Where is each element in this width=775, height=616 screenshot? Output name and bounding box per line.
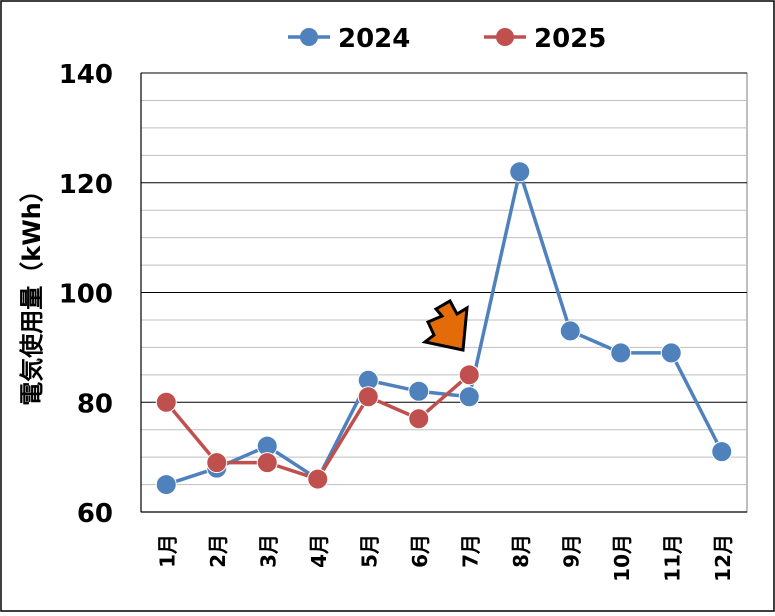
down-right-arrow-icon — [421, 298, 469, 352]
data-point-2025 — [155, 391, 177, 413]
y-axis-label: 電気使用量（kWh） — [18, 178, 46, 406]
x-tick-label: 1月 — [155, 534, 179, 568]
x-tick-label: 2月 — [206, 534, 230, 568]
y-tick-label: 80 — [77, 389, 113, 419]
data-point-2025 — [307, 468, 329, 490]
x-tick-label: 12月 — [711, 534, 735, 582]
y-tick-label: 140 — [59, 60, 113, 90]
legend-label-2025: 2025 — [534, 24, 606, 54]
x-tick-label: 5月 — [357, 534, 381, 568]
x-tick-label: 10月 — [610, 534, 634, 582]
data-point-2025 — [357, 386, 379, 408]
x-tick-label: 9月 — [559, 534, 583, 568]
data-point-2024 — [660, 342, 682, 364]
series-group — [155, 161, 733, 496]
data-point-2024 — [458, 386, 480, 408]
x-tick-label: 6月 — [408, 534, 432, 568]
data-point-2025 — [458, 364, 480, 386]
y-tick-label: 60 — [77, 499, 113, 529]
annotations — [421, 298, 469, 352]
data-point-2025 — [256, 452, 278, 474]
legend: 2024 2025 — [288, 24, 606, 54]
y-tick-label: 100 — [59, 280, 113, 310]
gridlines — [140, 72, 748, 513]
y-tick-label: 120 — [59, 170, 113, 200]
legend-label-2024: 2024 — [338, 24, 410, 54]
x-tick-label: 7月 — [458, 534, 482, 568]
data-point-2024 — [559, 320, 581, 342]
data-point-2025 — [206, 452, 228, 474]
x-tick-label: 4月 — [307, 534, 331, 568]
data-point-2024 — [509, 161, 531, 183]
data-point-2025 — [408, 408, 430, 430]
x-tick-label: 8月 — [509, 534, 533, 568]
data-point-2024 — [711, 441, 733, 463]
axes: 60 80 100 120 140 1月 2月 3月 4月 5月 6月 7月 8月 9月 10月 11月 12月 — [59, 60, 747, 582]
legend-marker-2025 — [496, 28, 514, 46]
data-point-2024 — [408, 380, 430, 402]
x-tick-label: 11月 — [660, 534, 684, 582]
legend-marker-2024 — [300, 28, 318, 46]
data-point-2024 — [610, 342, 632, 364]
data-point-2024 — [155, 474, 177, 496]
x-tick-label: 3月 — [256, 534, 280, 568]
